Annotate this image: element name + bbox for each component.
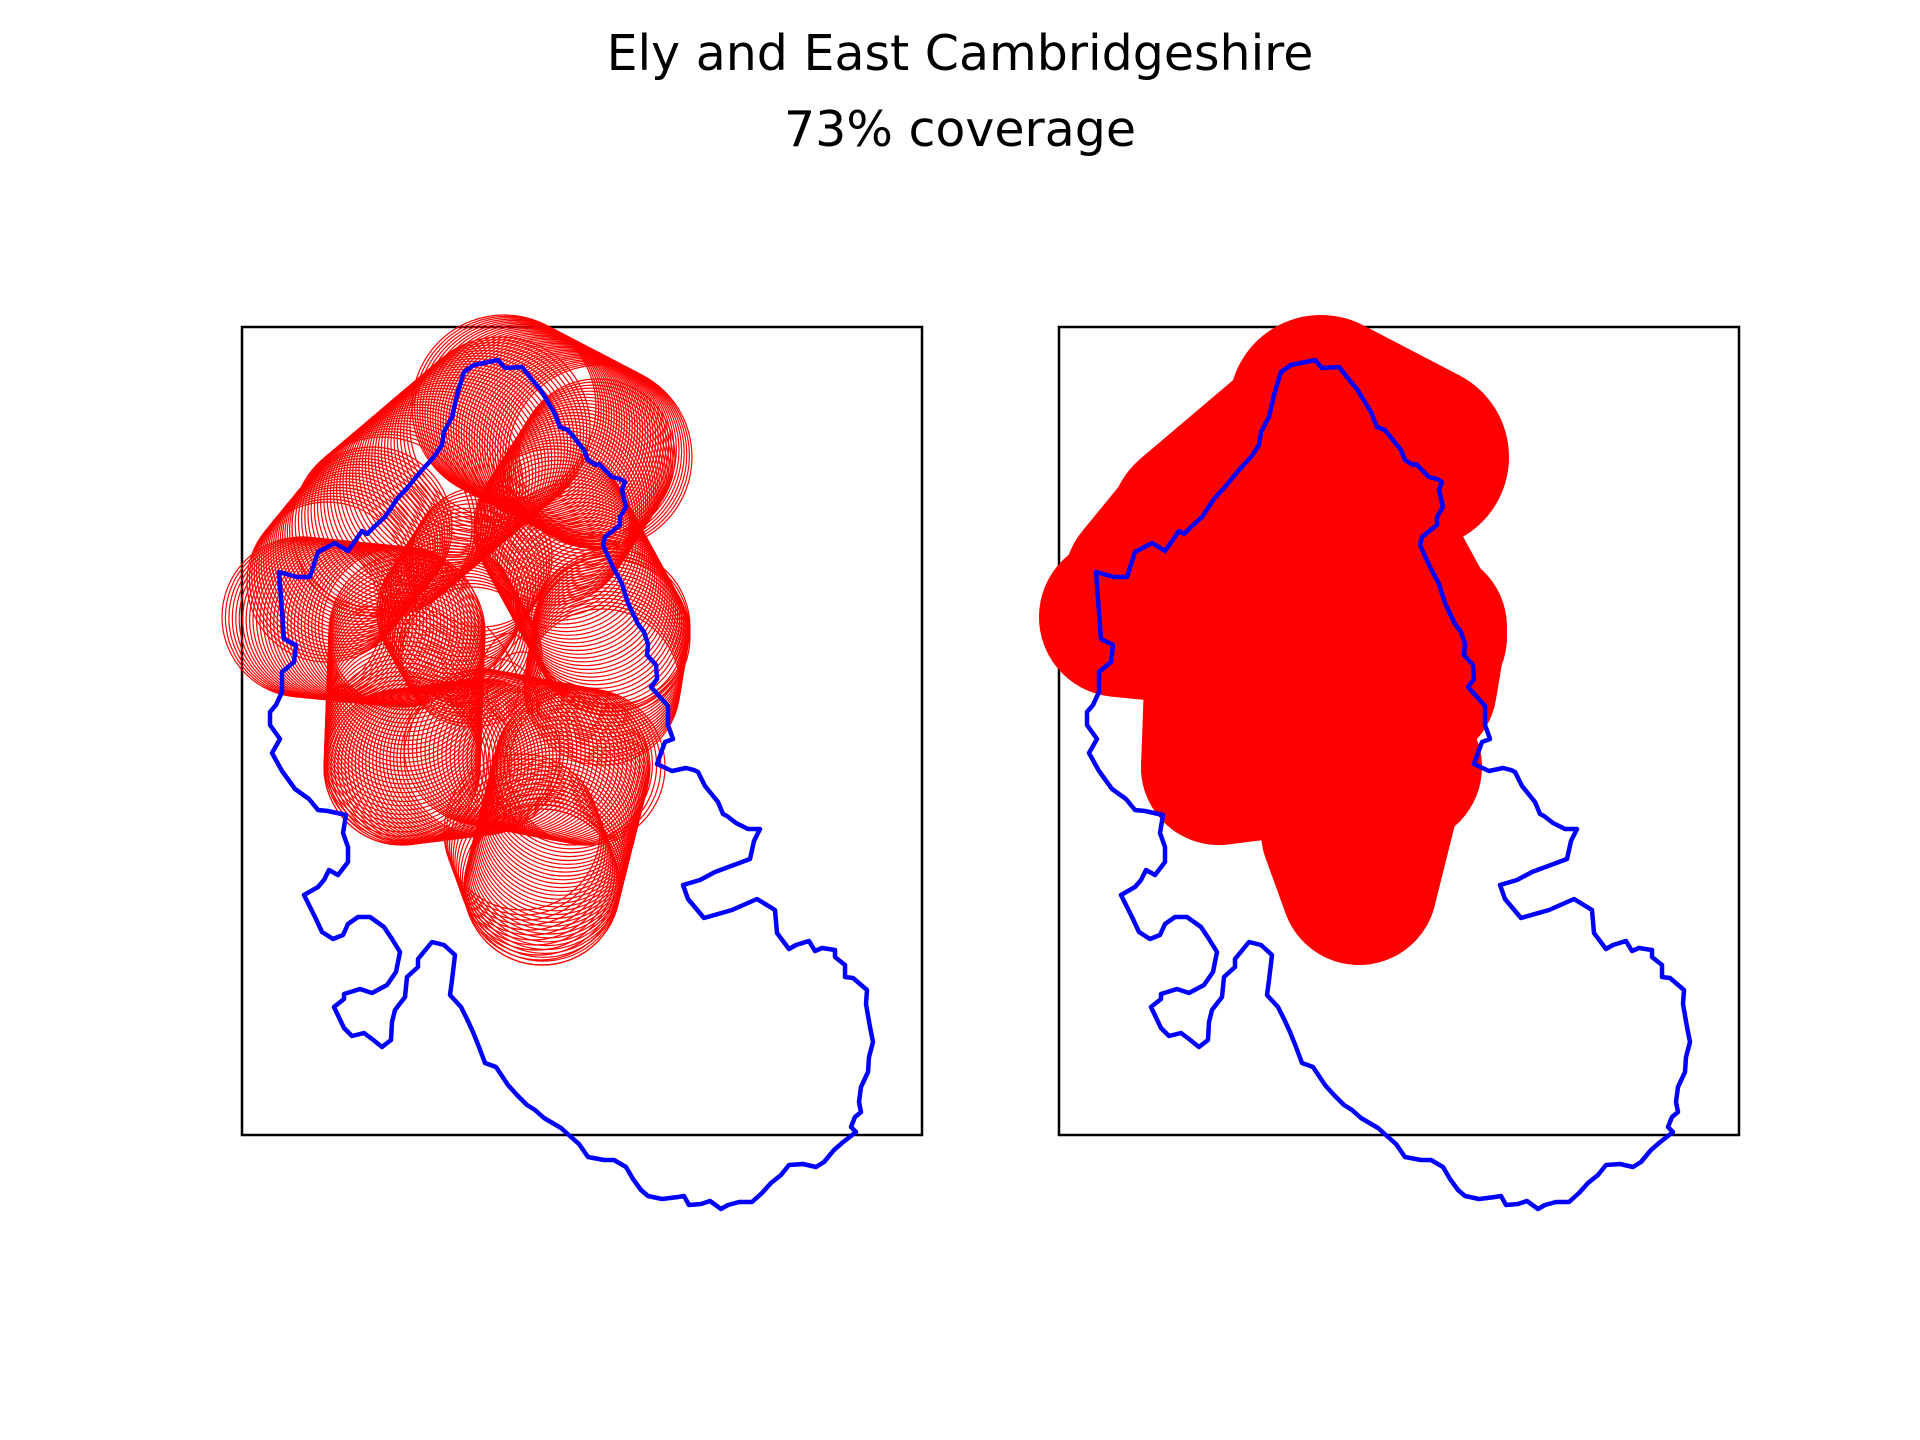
coverage-area [1261, 754, 1437, 965]
coverage-circle [483, 467, 641, 625]
coverage-circle [493, 418, 651, 576]
coverage-circle [471, 777, 629, 935]
coverage-circles-group [221, 314, 693, 966]
coverage-circle [502, 361, 688, 547]
region-boundary [267, 357, 876, 1212]
coverage-circle [450, 334, 636, 520]
coverage-arc [486, 626, 520, 723]
coverage-area [1209, 517, 1429, 767]
coverage-arc [486, 661, 513, 728]
coverage-circle [516, 381, 674, 539]
coverage-circle [471, 345, 657, 531]
coverage-circle [445, 758, 603, 916]
coverage-circle [456, 788, 614, 946]
coverage-arc [491, 626, 548, 688]
coverage-circle [518, 378, 676, 536]
panel-frame [240, 325, 924, 1137]
coverage-circle [466, 796, 624, 955]
map-panel-filled [1039, 315, 1741, 1212]
region-boundary [1084, 357, 1693, 1212]
coverage-circle [448, 768, 607, 926]
coverage-circle [392, 516, 534, 658]
coverage-circle [477, 456, 635, 614]
coverage-circle [483, 433, 641, 591]
coverage-circle [512, 387, 670, 545]
coverage-circle [465, 800, 623, 958]
coverage-circle [510, 390, 668, 548]
coverage-circle [487, 475, 646, 633]
coverage-circle [504, 399, 662, 557]
coverage-circle [450, 773, 608, 931]
coverage-circle [526, 590, 684, 748]
coverage-area [1341, 549, 1507, 765]
figure-title: Ely and East Cambridgeshire [606, 25, 1314, 82]
coverage-circle [464, 804, 622, 962]
coverage-circle [465, 342, 652, 529]
coverage-circle [286, 452, 448, 614]
coverage-circle [459, 798, 617, 956]
coverage-circle [452, 778, 610, 936]
coverage-circle [447, 763, 605, 921]
coverage-circle [284, 455, 446, 617]
coverage-circle [498, 493, 656, 652]
coverage-circle [485, 471, 643, 629]
coverage-circle [457, 793, 616, 951]
coverage-circle [403, 499, 545, 641]
coverage-subtitle: 73% coverage [784, 101, 1136, 158]
coverage-circle [393, 572, 535, 714]
coverage-circle [489, 354, 675, 541]
coverage-area-group [1039, 315, 1509, 965]
coverage-circle [454, 783, 612, 941]
coverage-circle [500, 497, 658, 655]
coverage-circle [291, 446, 453, 608]
panel-frame [1057, 325, 1741, 1137]
coverage-circle [502, 402, 660, 560]
map-panel-circles [221, 314, 924, 1212]
coverage-circle [489, 424, 647, 582]
coverage-arc [481, 656, 538, 718]
coverage-circle [494, 357, 680, 543]
coverage-circle [443, 753, 601, 911]
coverage-arc [471, 651, 553, 688]
